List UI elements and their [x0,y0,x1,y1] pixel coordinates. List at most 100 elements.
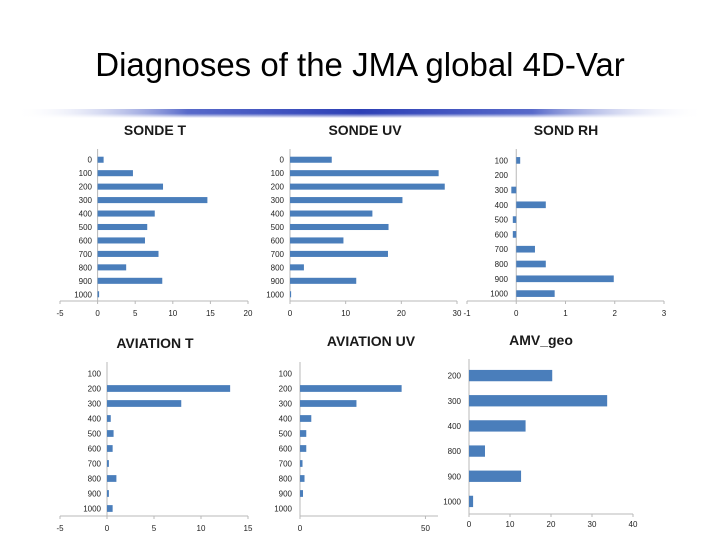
bar-800 [516,260,546,268]
category-label: 700 [279,460,293,469]
chart-title: AVIATION UV [327,333,416,349]
bar-100 [97,170,133,177]
bar-900 [300,490,304,497]
chart-title: AVIATION T [116,335,194,351]
category-label: 200 [495,171,509,180]
bar-700 [97,250,159,257]
bar-900 [107,490,109,497]
bar-400 [290,210,373,217]
chart-title: AMV_geo [509,332,573,348]
bar-700 [290,250,388,257]
category-label: 900 [448,472,462,481]
x-tick-label: 0 [105,524,110,533]
x-tick-label: 50 [421,524,430,533]
category-label: 700 [271,250,285,259]
bar-500 [290,223,389,231]
x-tick-label: 15 [206,309,215,318]
bar-200 [300,385,402,392]
category-label: 300 [279,400,293,409]
bar-300 [469,395,608,407]
bar-800 [290,264,304,271]
chart-title: SOND RH [534,122,599,138]
bar-0 [290,156,332,163]
bar-300 [97,197,208,204]
x-tick-label: 15 [244,524,253,533]
bar-100 [516,157,521,164]
x-tick-label: 30 [588,520,597,529]
chart-3: SOND RH -1 0 1 2 3 100 200 300 400 500 600 700 800 900… [463,122,666,318]
category-label: 700 [88,460,102,469]
category-label: 400 [448,422,462,431]
bar-600 [512,231,517,238]
bar-500 [512,216,517,223]
bar-1000 [469,495,474,508]
bar-300 [300,400,357,407]
bar-300 [511,186,517,194]
x-tick-label: 0 [514,309,519,318]
category-label: 900 [279,490,293,499]
category-label: 500 [495,216,509,225]
category-label: 500 [279,430,293,439]
category-label: 500 [88,430,102,439]
category-label: 600 [495,230,509,239]
category-label: 1000 [490,290,508,299]
bar-400 [300,415,312,422]
category-label: 800 [79,263,93,272]
category-label: 300 [495,186,509,195]
category-label: 1000 [83,505,101,514]
category-label: 300 [88,400,102,409]
bar-200 [107,385,231,392]
x-tick-label: 5 [133,309,138,318]
category-label: 1000 [74,290,92,299]
category-label: 100 [495,156,509,165]
category-label: 700 [495,245,509,254]
category-label: 800 [88,475,102,484]
category-label: 400 [79,210,93,219]
category-label: 1000 [266,290,284,299]
x-tick-label: 1 [563,309,568,318]
x-tick-label: -1 [463,309,471,318]
bar-400 [469,420,526,432]
category-label: 900 [271,277,285,286]
bar-0 [97,156,104,163]
bar-1000 [107,505,113,512]
category-label: 100 [271,169,285,178]
bar-500 [300,430,307,437]
x-tick-label: 40 [629,520,638,529]
bar-700 [516,245,535,253]
x-tick-label: 20 [244,309,253,318]
category-label: 400 [271,210,285,219]
category-label: 200 [79,183,93,192]
category-label: 1000 [443,497,461,506]
x-tick-label: 5 [152,524,157,533]
category-label: 200 [271,183,285,192]
category-label: 800 [495,260,509,269]
x-tick-label: 10 [341,309,350,318]
category-label: 500 [79,223,93,232]
bar-600 [290,237,344,244]
bar-500 [107,430,114,437]
category-label: 300 [271,196,285,205]
x-tick-label: 3 [662,309,667,318]
x-tick-label: 0 [95,309,100,318]
bar-600 [300,445,307,452]
bar-600 [107,445,113,452]
category-label: 900 [79,277,93,286]
category-label: 0 [88,156,93,165]
x-tick-label: 30 [453,309,462,318]
bar-1000 [290,291,292,298]
bar-800 [469,445,485,457]
x-tick-label: 2 [613,309,618,318]
chart-2: SONDE UV0 10 20 300100200300400500600700800… [266,122,462,318]
category-label: 100 [279,370,293,379]
bar-300 [107,400,182,407]
bar-100 [290,170,439,177]
bar-800 [300,475,305,482]
bar-200 [290,183,445,190]
category-label: 600 [88,445,102,454]
chart-title: SONDE T [124,122,187,138]
bar-500 [97,223,148,231]
bar-1000 [97,291,100,298]
category-label: 400 [495,201,509,210]
category-label: 800 [448,447,462,456]
